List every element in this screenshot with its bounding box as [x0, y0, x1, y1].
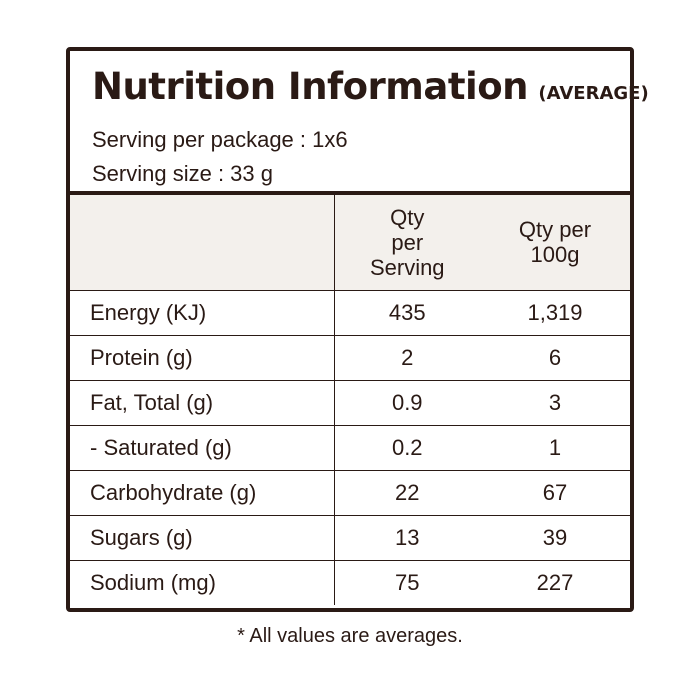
nutrition-panel: Nutrition Information (AVERAGE) Serving …	[66, 47, 649, 612]
header-qty-per-100g: Qty per 100g	[480, 195, 630, 291]
title-row: Nutrition Information (AVERAGE)	[92, 65, 649, 108]
qty-per-serving: 22	[334, 470, 480, 516]
qty-per-serving: 0.9	[334, 380, 480, 426]
table-header-row: Qty per Serving Qty per 100g	[70, 195, 630, 291]
serving-size: Serving size : 33 g	[92, 161, 273, 186]
nutrition-table: Qty per Serving Qty per 100g Energy (KJ)…	[70, 195, 630, 605]
nutrient-name: Protein (g)	[70, 335, 335, 381]
qty-per-100g: 1	[480, 425, 630, 471]
table-row: Sodium (mg) 75 227	[70, 560, 630, 605]
qty-per-100g: 3	[480, 380, 630, 426]
table-row: Carbohydrate (g) 22 67	[70, 470, 630, 516]
table-row: - Saturated (g) 0.2 1	[70, 425, 630, 471]
panel-title: Nutrition Information	[92, 65, 528, 108]
qty-per-serving: 75	[395, 569, 420, 595]
qty-per-100g: 39	[480, 515, 630, 561]
nutrient-name: Sodium (mg)	[70, 560, 335, 605]
qty-per-100g: 1,319	[480, 290, 630, 336]
header-nutrient	[70, 195, 335, 291]
qty-per-100g: 227	[536, 569, 574, 595]
qty-per-100g: 67	[480, 470, 630, 516]
qty-per-serving: 0.2	[334, 425, 480, 471]
qty-per-serving: 13	[334, 515, 480, 561]
nutrient-name: Fat, Total (g)	[70, 380, 335, 426]
table-row: Protein (g) 2 6	[70, 335, 630, 381]
header-qty-per-serving: Qty per Serving	[334, 195, 480, 291]
footnote: * All values are averages.	[237, 625, 463, 647]
nutrient-name: - Saturated (g)	[70, 425, 335, 471]
table-row: Energy (KJ) 435 1,319	[70, 290, 630, 336]
nutrient-name: Sugars (g)	[70, 515, 335, 561]
qty-per-serving: 2	[334, 335, 480, 381]
table-row: Sugars (g) 13 39	[70, 515, 630, 561]
serving-per-package: Serving per package : 1x6	[92, 127, 348, 152]
qty-per-100g: 6	[480, 335, 630, 381]
table-row: Fat, Total (g) 0.9 3	[70, 380, 630, 426]
nutrient-name: Energy (KJ)	[70, 290, 335, 336]
qty-per-serving: 435	[334, 290, 480, 336]
nutrient-name: Carbohydrate (g)	[70, 470, 335, 516]
panel-subtitle: (AVERAGE)	[538, 83, 649, 104]
section-divider	[70, 191, 630, 195]
